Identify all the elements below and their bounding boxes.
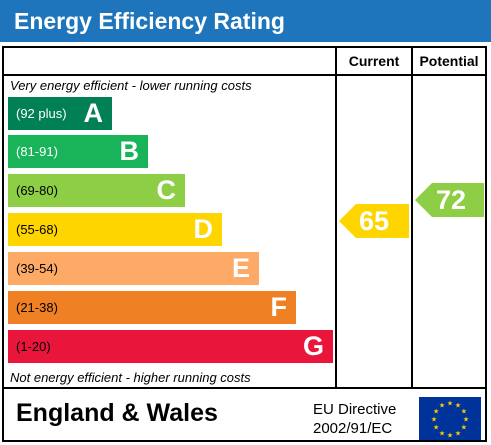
svg-text:★: ★ xyxy=(455,402,461,410)
band-letter: B xyxy=(119,136,140,166)
country-label: England & Wales xyxy=(16,399,218,427)
band-range: (81-91) xyxy=(16,144,58,159)
band-g: (1-20) G xyxy=(8,330,333,363)
svg-text:★: ★ xyxy=(463,416,469,424)
svg-text:★: ★ xyxy=(439,429,445,437)
svg-text:★: ★ xyxy=(461,424,467,432)
directive-line-1: EU Directive xyxy=(313,401,397,418)
band-range: (21-38) xyxy=(16,300,58,315)
page-title: Energy Efficiency Rating xyxy=(14,8,285,34)
potential-column-header: Potential xyxy=(419,53,479,69)
svg-text:★: ★ xyxy=(461,408,467,416)
svg-text:★: ★ xyxy=(439,402,445,410)
band-d: (55-68) D xyxy=(8,213,222,246)
band-range: (55-68) xyxy=(16,222,58,237)
band-b: (81-91) B xyxy=(8,135,148,168)
svg-text:★: ★ xyxy=(431,416,437,424)
band-letter: G xyxy=(302,331,324,361)
rating-table xyxy=(2,46,487,442)
band-range: (1-20) xyxy=(16,339,51,354)
column-divider-current xyxy=(335,46,337,388)
eu-stars: ★ ★ ★ ★ ★ ★ ★ ★ ★ ★ ★ ★ xyxy=(431,400,469,440)
svg-text:★: ★ xyxy=(447,400,453,408)
potential-rating-arrow: 72 xyxy=(415,183,484,217)
band-a: (92 plus) A xyxy=(8,97,112,130)
potential-arrow-fill xyxy=(415,183,484,217)
current-arrow-shape xyxy=(339,204,409,238)
column-divider-potential xyxy=(411,46,413,388)
current-rating-value: 65 xyxy=(359,206,390,236)
svg-text:★: ★ xyxy=(433,408,439,416)
band-letter: F xyxy=(270,292,288,322)
eu-flag-icon: ★ ★ ★ ★ ★ ★ ★ ★ ★ ★ ★ ★ xyxy=(419,397,481,440)
band-range: (39-54) xyxy=(16,261,58,276)
header-bar: Energy Efficiency Rating xyxy=(0,0,491,42)
svg-text:★: ★ xyxy=(455,429,461,437)
potential-rating-value: 72 xyxy=(436,185,467,215)
band-letter: C xyxy=(156,175,177,205)
band-e: (39-54) E xyxy=(8,252,259,285)
potential-arrow-shape xyxy=(415,183,484,217)
footer-divider xyxy=(2,387,487,389)
current-column-header: Current xyxy=(348,53,400,69)
band-letter: A xyxy=(83,98,104,128)
current-rating-arrow: 65 xyxy=(339,204,409,238)
eu-directive: EU Directive 2002/91/EC xyxy=(313,400,396,438)
svg-text:★: ★ xyxy=(433,424,439,432)
directive-line-2: 2002/91/EC xyxy=(313,420,393,437)
band-range: (69-80) xyxy=(16,183,58,198)
band-f: (21-38) F xyxy=(8,291,296,324)
current-arrow-fill xyxy=(339,204,409,238)
band-c: (69-80) C xyxy=(8,174,185,207)
svg-text:★: ★ xyxy=(447,432,453,440)
band-range: (92 plus) xyxy=(16,106,67,121)
header-divider xyxy=(2,74,487,76)
band-letter: E xyxy=(231,253,250,283)
top-caption: Very energy efficient - lower running co… xyxy=(10,78,252,93)
bottom-caption: Not energy efficient - higher running co… xyxy=(10,370,251,385)
band-letter: D xyxy=(193,214,214,244)
